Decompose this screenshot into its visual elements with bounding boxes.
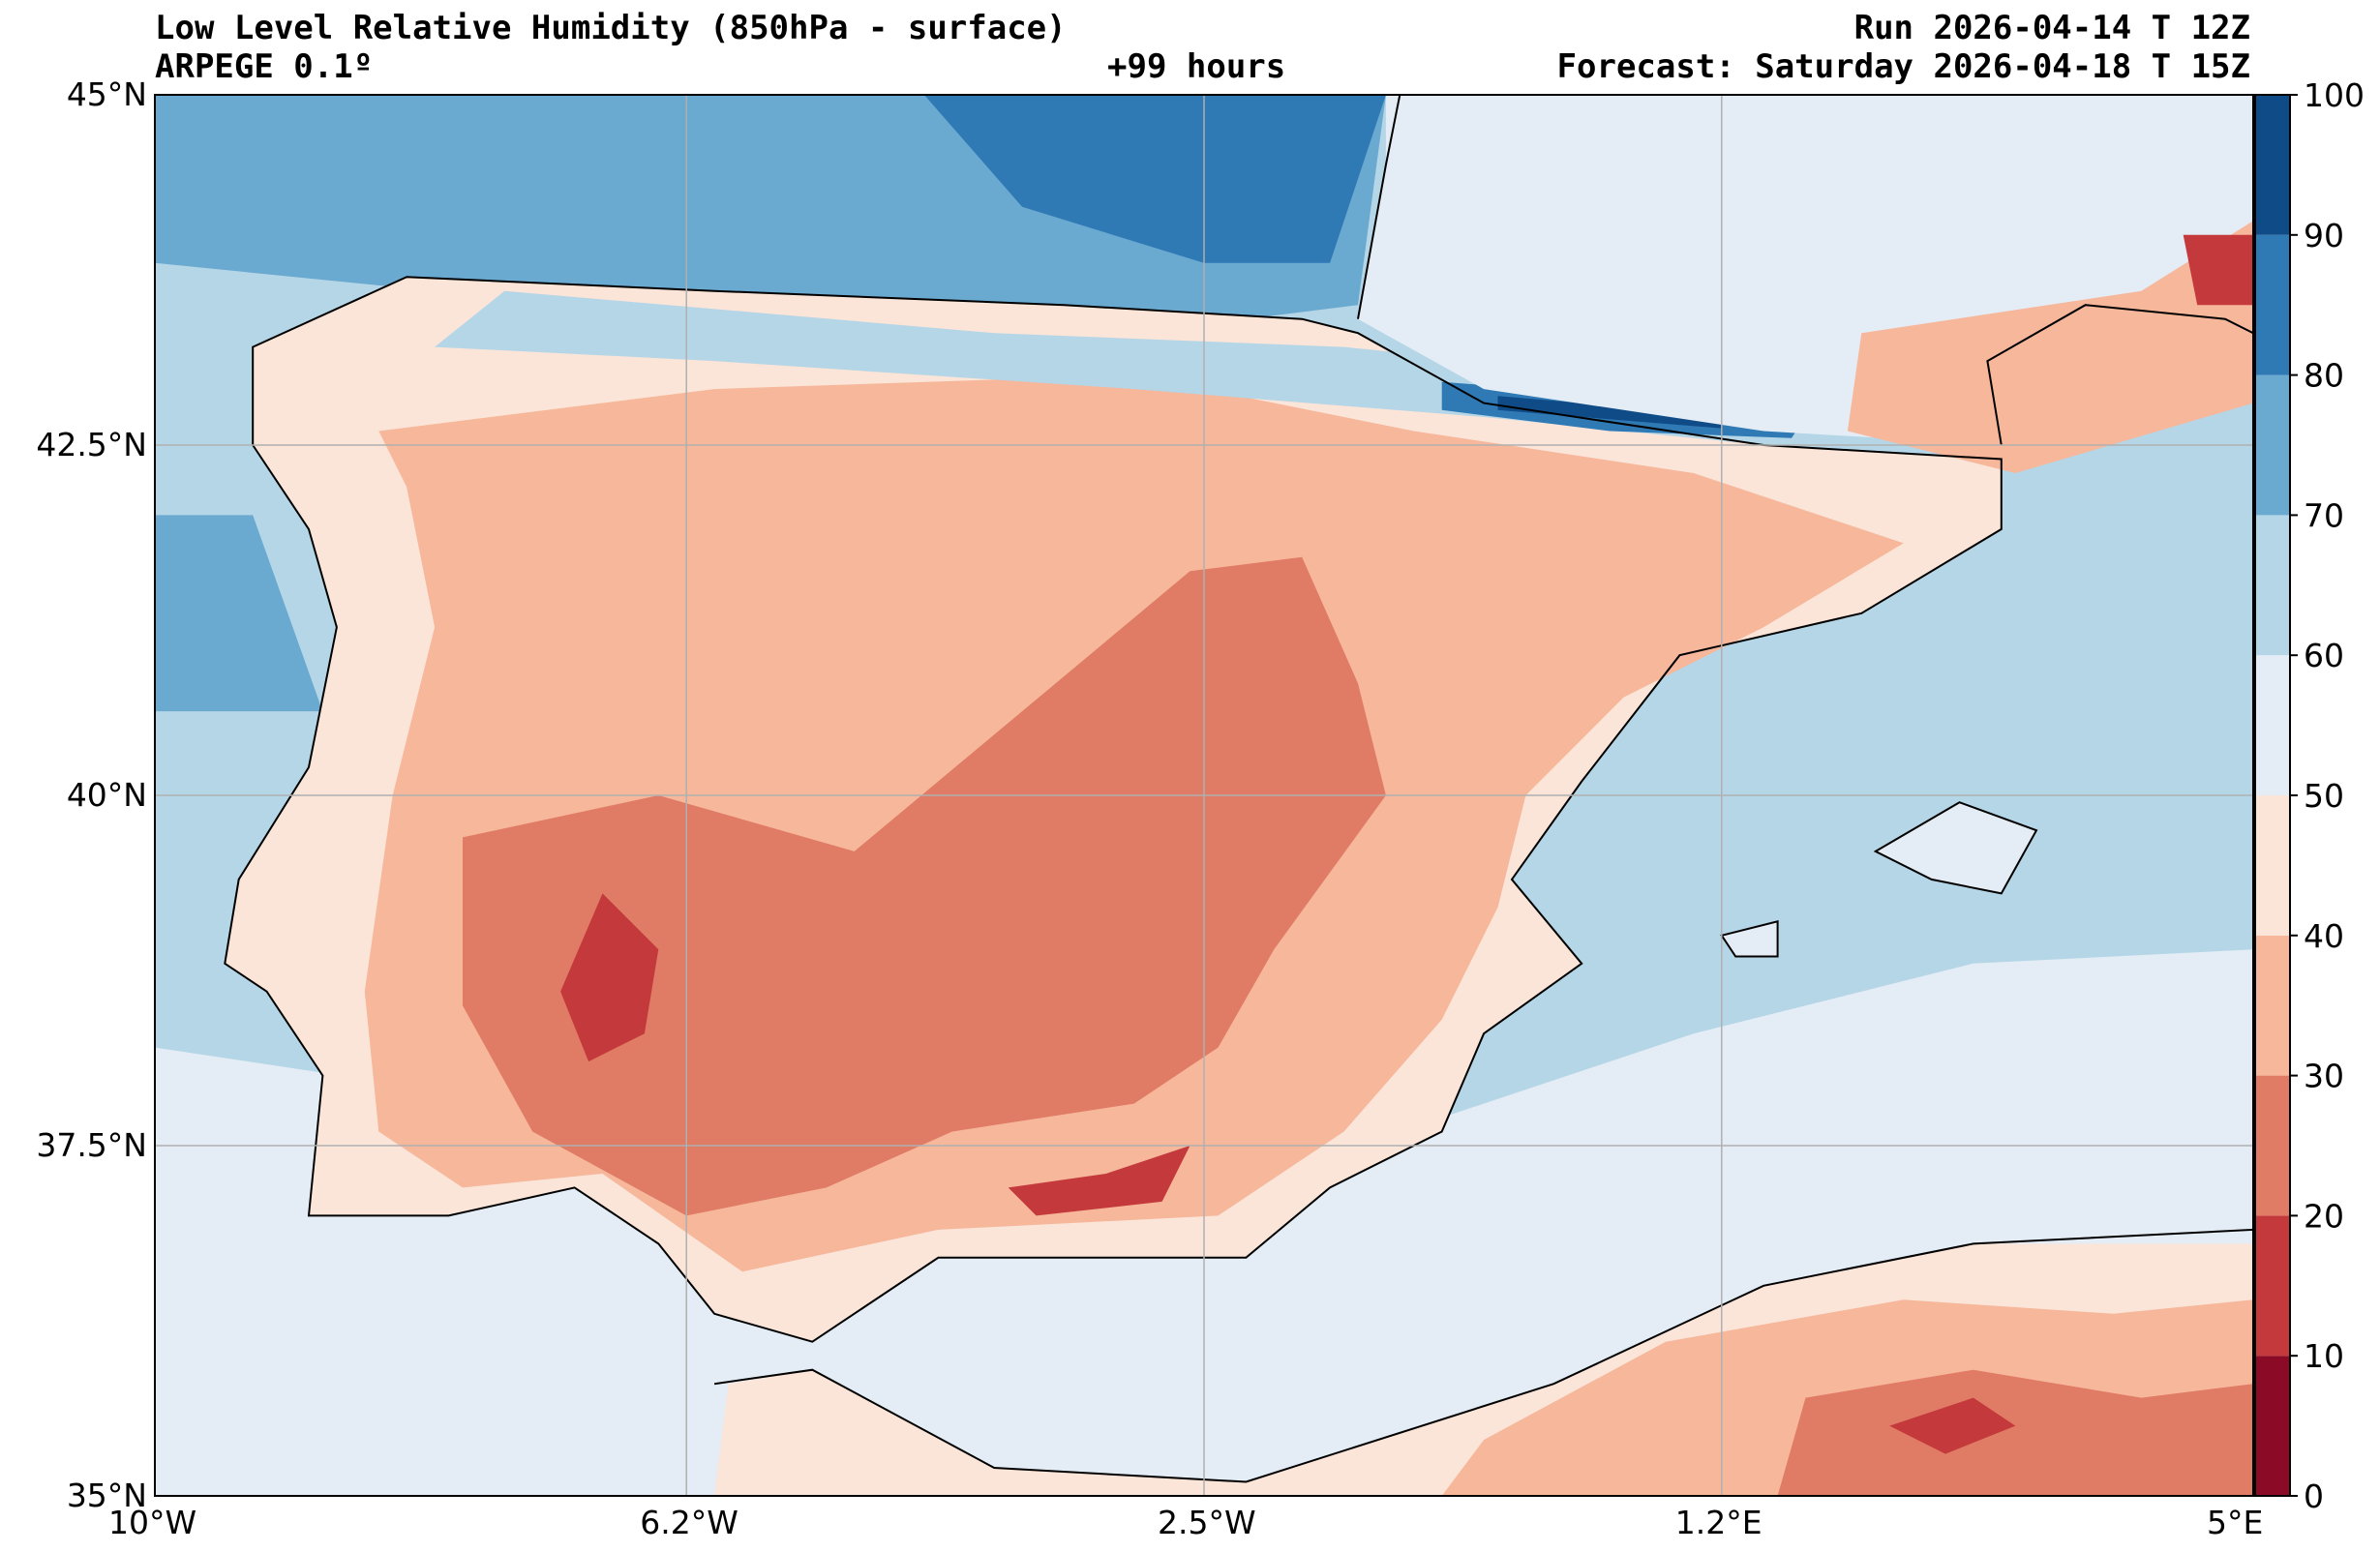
algeria-humidity-20-30	[1777, 1369, 2253, 1496]
map-frame	[154, 94, 2254, 1497]
colorbar-segment-6	[2255, 515, 2290, 656]
lon-tick-label: 1.2°E	[1674, 1504, 1762, 1541]
coastlines	[224, 95, 2253, 1483]
france-med-coastline	[1986, 304, 2253, 446]
lon-tick-label: 10°W	[108, 1504, 197, 1541]
colorbar-label-6: 60	[2304, 637, 2344, 674]
lat-tick-label: 37.5°N	[36, 1126, 147, 1164]
france-south-humidity-30-40	[1847, 221, 2253, 474]
colorbar-segment-3	[2255, 935, 2290, 1076]
colorbar-segment-0	[2255, 1356, 2290, 1496]
lead-time-label: +99 hours	[1107, 47, 1286, 86]
algeria-humidity-10-20	[1889, 1397, 2016, 1454]
run-label: Run 2026-04-14 T 12Z	[1853, 9, 2250, 47]
colorbar-segment-1	[2255, 1215, 2290, 1357]
forecast-label: Forecast: Saturday 2026-04-18 T 15Z	[1556, 47, 2250, 86]
lon-tick-label: 2.5°W	[1158, 1504, 1256, 1541]
provence-humidity-10-20	[2183, 234, 2253, 306]
mallorca-coastline	[1873, 801, 2038, 895]
chart-title: Low Level Relative Humidity (850hPa - su…	[155, 9, 1067, 47]
colorbar-segment-9	[2255, 95, 2290, 235]
map-border	[154, 94, 2254, 1497]
lat-tick-label: 40°N	[66, 776, 147, 814]
colorbar-label-0: 0	[2304, 1477, 2324, 1515]
iberia-coastline	[224, 276, 2003, 1343]
colorbar-label-7: 70	[2304, 496, 2344, 534]
colorbar-segment-7	[2255, 374, 2290, 516]
colorbar-segment-4	[2255, 795, 2290, 936]
colorbar-label-10: 100	[2304, 76, 2365, 114]
africa-coastline	[713, 1228, 2253, 1483]
lat-tick-label: 45°N	[66, 75, 147, 113]
ibiza-coastline	[1720, 920, 1779, 958]
colorbar-label-5: 50	[2304, 777, 2344, 815]
pyrenees-humidity-90-100	[1497, 396, 1722, 429]
colorbar-segment-8	[2255, 234, 2290, 375]
lat-tick-label: 35°N	[66, 1477, 147, 1514]
iberia-humidity-20-30	[463, 556, 1386, 1216]
model-label: ARPEGE 0.1º	[155, 47, 374, 86]
lat-tick-label: 42.5°N	[36, 426, 147, 463]
france-atlantic-coastline	[1357, 95, 1401, 319]
band-70-galicia-coast	[155, 515, 323, 712]
colorbar-label-4: 40	[2304, 917, 2344, 955]
colorbar: 0 10 20 30 40 50 60 70 80 90 100	[2254, 76, 2365, 1515]
graticule	[155, 95, 2253, 1496]
granada-humidity-10-20	[1008, 1146, 1190, 1216]
colorbar-label-2: 20	[2304, 1197, 2344, 1235]
lon-tick-label: 5°E	[2207, 1504, 2264, 1541]
colorbar-label-9: 90	[2304, 217, 2344, 254]
colorbar-label-1: 10	[2304, 1337, 2344, 1375]
band-80-biscay	[923, 95, 1386, 263]
extremadura-humidity-10-20	[560, 893, 659, 1062]
colorbar-label-8: 80	[2304, 357, 2344, 395]
ibiza	[1721, 921, 1778, 957]
colorbar-label-3: 30	[2304, 1058, 2344, 1095]
lon-tick-label: 6.2°W	[640, 1504, 738, 1541]
colorbar-segment-5	[2255, 655, 2290, 795]
colorbar-segment-2	[2255, 1075, 2290, 1216]
